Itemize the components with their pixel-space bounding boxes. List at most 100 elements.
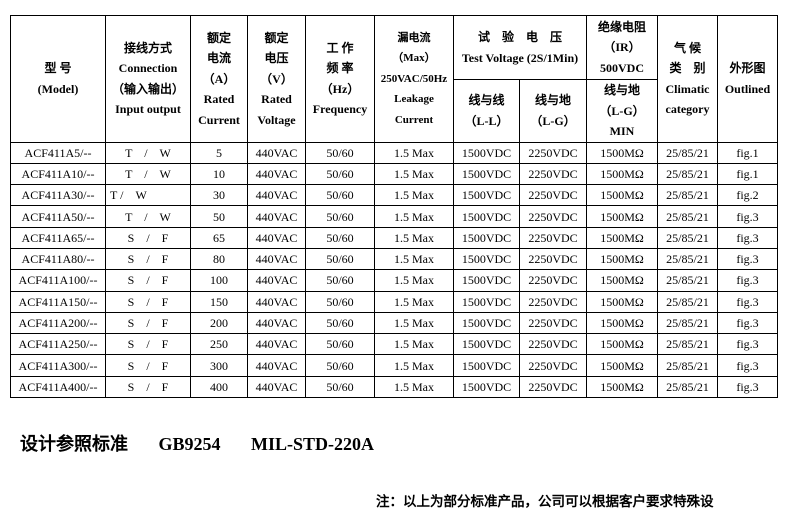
cell-insulation-resistance: 1500MΩ bbox=[586, 247, 658, 271]
cell-leakage-current: 1.5 Max bbox=[374, 247, 454, 271]
cell-climatic-category: 25/85/21 bbox=[657, 205, 718, 228]
table-row: ACF411A80/-- S / F 80 440VAC 50/60 1.5 Max 150… bbox=[10, 247, 778, 271]
cell-outline: fig.3 bbox=[717, 375, 778, 399]
cell-rated-voltage: 440VAC bbox=[247, 162, 306, 186]
cell-leakage-current: 1.5 Max bbox=[374, 290, 454, 313]
cell-outline: fig.3 bbox=[717, 226, 778, 249]
cell-test-ll: 1500VDC bbox=[453, 354, 520, 377]
header-frequency: 工 作频 率 （Hz） Frequency bbox=[305, 15, 375, 143]
cell-test-lg: 2250VDC bbox=[519, 311, 587, 335]
header-line: 气 候 bbox=[673, 40, 701, 55]
header-line: Test Voltage (2S/1Min) bbox=[461, 50, 579, 65]
header-line: （L-G） bbox=[599, 103, 645, 118]
cell-climatic-category: 25/85/21 bbox=[657, 290, 718, 313]
spec-table: 型 号 (Model) 接线方式 Connection （输入输出） Input out… bbox=[10, 15, 778, 399]
header-line: （Max） bbox=[392, 52, 436, 64]
cell-rated-voltage: 440VAC bbox=[247, 247, 306, 271]
cell-leakage-current: 1.5 Max bbox=[374, 141, 454, 164]
cell-rated-current: 80 bbox=[190, 247, 248, 271]
cell-frequency: 50/60 bbox=[305, 162, 375, 186]
header-line: Frequency bbox=[312, 102, 368, 117]
header-line: 试 验 电 压 bbox=[477, 30, 562, 44]
cell-insulation-resistance: 1500MΩ bbox=[586, 162, 658, 186]
standard-gb9254: GB9254 bbox=[158, 434, 221, 454]
cell-test-ll: 1500VDC bbox=[453, 141, 520, 164]
cell-outline: fig.2 bbox=[717, 184, 778, 207]
header-line: 型 号 bbox=[44, 61, 72, 76]
cell-model: ACF411A65/-- bbox=[10, 226, 106, 249]
cell-test-ll: 1500VDC bbox=[453, 184, 520, 207]
cell-rated-current: 30 bbox=[190, 184, 248, 207]
cell-rated-voltage: 440VAC bbox=[247, 184, 306, 207]
cell-leakage-current: 1.5 Max bbox=[374, 184, 454, 207]
cell-test-lg: 2250VDC bbox=[519, 141, 587, 164]
cell-insulation-resistance: 1500MΩ bbox=[586, 141, 658, 164]
cell-rated-current: 10 bbox=[190, 162, 248, 186]
cell-connection: T / W bbox=[105, 184, 191, 207]
table-row: ACF411A10/-- T / W 10 440VAC 50/60 1.5 Max 150… bbox=[10, 162, 778, 186]
cell-outline: fig.3 bbox=[717, 269, 778, 292]
cell-frequency: 50/60 bbox=[305, 269, 375, 292]
cell-outline: fig.3 bbox=[717, 205, 778, 228]
cell-frequency: 50/60 bbox=[305, 141, 375, 164]
cell-rated-voltage: 440VAC bbox=[247, 333, 306, 356]
cell-frequency: 50/60 bbox=[305, 290, 375, 313]
header-insulation-resistance: 绝缘电阻 （IR） 500VDC bbox=[586, 15, 658, 80]
header-line: MIN bbox=[609, 124, 635, 138]
header-line: 线与地 bbox=[603, 83, 640, 97]
cell-test-ll: 1500VDC bbox=[453, 269, 520, 292]
header-line: 线与地 bbox=[534, 93, 571, 108]
header-line: 电流 bbox=[206, 51, 231, 65]
header-line: category bbox=[665, 102, 710, 117]
cell-frequency: 50/60 bbox=[305, 333, 375, 356]
cell-leakage-current: 1.5 Max bbox=[374, 162, 454, 186]
cell-rated-current: 5 bbox=[190, 141, 248, 164]
header-line: 漏电流 bbox=[397, 31, 431, 44]
cell-rated-voltage: 440VAC bbox=[247, 290, 306, 313]
cell-climatic-category: 25/85/21 bbox=[657, 184, 718, 207]
cell-model: ACF411A100/-- bbox=[10, 269, 106, 292]
header-line: 类 别 bbox=[669, 61, 706, 76]
table-row: ACF411A250/-- S / F 250 440VAC 50/60 1.5 Max 1… bbox=[10, 333, 778, 356]
cell-rated-voltage: 440VAC bbox=[247, 375, 306, 399]
header-line: 频 率 bbox=[326, 61, 354, 76]
header-ir-line-to-ground: 线与地 （L-G） MIN bbox=[586, 79, 658, 143]
header-line: Rated bbox=[261, 92, 292, 106]
cell-rated-current: 300 bbox=[190, 354, 248, 377]
cell-test-lg: 2250VDC bbox=[519, 333, 587, 356]
cell-frequency: 50/60 bbox=[305, 354, 375, 377]
cell-leakage-current: 1.5 Max bbox=[374, 375, 454, 399]
cell-insulation-resistance: 1500MΩ bbox=[586, 311, 658, 335]
cell-leakage-current: 1.5 Max bbox=[374, 354, 454, 377]
cell-model: ACF411A150/-- bbox=[10, 290, 106, 313]
cell-test-ll: 1500VDC bbox=[453, 205, 520, 228]
cell-leakage-current: 1.5 Max bbox=[374, 226, 454, 249]
cell-test-lg: 2250VDC bbox=[519, 184, 587, 207]
cell-model: ACF411A300/-- bbox=[10, 354, 106, 377]
cell-test-lg: 2250VDC bbox=[519, 375, 587, 399]
header-rated-current: 额定 电流 （A） Rated Current bbox=[190, 15, 248, 143]
cell-model: ACF411A200/-- bbox=[10, 311, 106, 335]
cell-insulation-resistance: 1500MΩ bbox=[586, 226, 658, 249]
cell-connection: T / W bbox=[105, 162, 191, 186]
cell-climatic-category: 25/85/21 bbox=[657, 311, 718, 335]
header-line: （L-L） bbox=[464, 113, 509, 128]
cell-test-lg: 2250VDC bbox=[519, 205, 587, 228]
cell-test-lg: 2250VDC bbox=[519, 247, 587, 271]
header-climatic-category: 气 候类 别 Climatic category bbox=[657, 15, 718, 143]
cell-frequency: 50/60 bbox=[305, 375, 375, 399]
cell-insulation-resistance: 1500MΩ bbox=[586, 205, 658, 228]
cell-connection: S / F bbox=[105, 226, 191, 249]
cell-test-ll: 1500VDC bbox=[453, 333, 520, 356]
cell-model: ACF411A10/-- bbox=[10, 162, 106, 186]
cell-test-ll: 1500VDC bbox=[453, 290, 520, 313]
cell-model: ACF411A5/-- bbox=[10, 141, 106, 164]
cell-test-lg: 2250VDC bbox=[519, 290, 587, 313]
cell-frequency: 50/60 bbox=[305, 247, 375, 271]
header-line-to-line: 线与线 （L-L） bbox=[453, 79, 520, 143]
cell-frequency: 50/60 bbox=[305, 226, 375, 249]
header-line: （A） bbox=[202, 71, 236, 86]
standards-label: 设计参照标准 bbox=[20, 434, 128, 454]
cell-outline: fig.3 bbox=[717, 247, 778, 271]
standard-mil-std: MIL-STD-220A bbox=[251, 434, 375, 454]
